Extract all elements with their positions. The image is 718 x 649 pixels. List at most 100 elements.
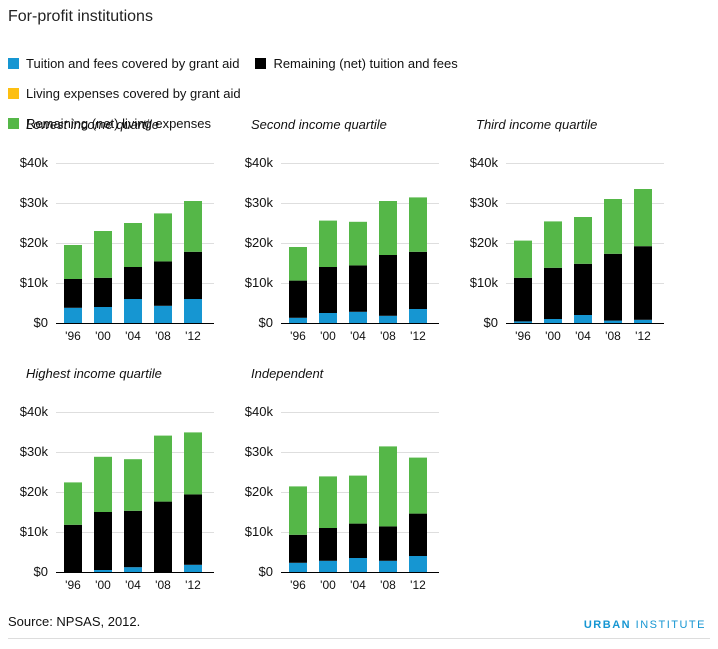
x-tick-label: '04: [125, 578, 141, 592]
bar-segment: [184, 564, 202, 572]
bar-segment: [289, 562, 307, 572]
bar-segment: [184, 201, 202, 252]
bar-segment: [379, 446, 397, 527]
x-tick-label: '00: [545, 329, 561, 343]
y-tick-label: $30k: [245, 195, 274, 210]
y-tick-label: $20k: [20, 235, 49, 250]
y-tick-label: $40k: [470, 155, 499, 170]
bar-segment: [409, 556, 427, 572]
bar-segment: [409, 457, 427, 514]
x-tick-label: '12: [410, 578, 426, 592]
bar-segment: [379, 526, 397, 561]
urban-institute-logo: URBAN INSTITUTE: [584, 619, 706, 631]
x-tick-label: '08: [155, 329, 171, 343]
bar-segment: [514, 321, 532, 323]
bar-segment: [184, 432, 202, 495]
bar-segment: [634, 319, 652, 323]
y-tick-label: $10k: [470, 275, 499, 290]
y-tick-label: $30k: [20, 444, 49, 459]
bar-segment: [94, 307, 112, 323]
bar-segment: [154, 435, 172, 502]
brand-part1: URBAN: [583, 619, 632, 631]
bar-segment: [94, 512, 112, 570]
bar-segment: [319, 220, 337, 267]
panel-title-highest: Highest income quartile: [26, 366, 162, 381]
bar-segment: [124, 459, 142, 511]
bar-segment: [514, 240, 532, 278]
bar-segment: [319, 476, 337, 528]
legend-item-tuition-grant: Tuition and fees covered by grant aid: [8, 48, 239, 78]
y-tick-label: $20k: [245, 235, 274, 250]
y-tick-label: $10k: [245, 524, 274, 539]
bar-segment: [124, 567, 142, 572]
x-tick-label: '96: [65, 578, 81, 592]
bar-segment: [574, 315, 592, 323]
bar-segment: [184, 299, 202, 323]
page-title: For-profit institutions: [8, 8, 153, 25]
y-tick-label: $10k: [245, 275, 274, 290]
bar-segment: [124, 267, 142, 299]
bar-segment: [319, 528, 337, 561]
x-tick-label: '12: [410, 329, 426, 343]
y-tick-label: $30k: [470, 195, 499, 210]
bar-segment: [154, 213, 172, 262]
y-tick-label: $30k: [20, 195, 49, 210]
bar-segment: [349, 523, 367, 558]
x-tick-label: '96: [290, 578, 306, 592]
bar-segment: [349, 558, 367, 572]
x-tick-label: '08: [380, 578, 396, 592]
bar-segment: [544, 319, 562, 323]
bar-segment: [154, 261, 172, 306]
legend-label: Remaining (net) tuition and fees: [273, 55, 458, 71]
legend-swatch: [8, 87, 19, 99]
bar-segment: [574, 263, 592, 315]
bar-segment: [289, 247, 307, 281]
bar-segment: [544, 267, 562, 319]
y-tick-label: $0: [484, 315, 498, 330]
x-tick-label: '00: [95, 329, 111, 343]
bar-segment: [319, 267, 337, 313]
bar-segment: [379, 315, 397, 323]
y-tick-label: $10k: [20, 275, 49, 290]
bar-segment: [94, 456, 112, 512]
bar-segment: [289, 534, 307, 563]
y-tick-label: $0: [34, 564, 48, 579]
bar-segment: [94, 277, 112, 307]
x-tick-label: '12: [185, 578, 201, 592]
legend-label: Living expenses covered by grant aid: [26, 85, 241, 101]
panel-title-third: Third income quartile: [476, 117, 598, 132]
bar-segment: [64, 279, 82, 308]
x-tick-label: '00: [320, 329, 336, 343]
bar-segment: [634, 246, 652, 320]
bar-segment: [94, 231, 112, 278]
bar-segment: [124, 510, 142, 568]
bar-segment: [409, 309, 427, 323]
y-tick-label: $20k: [470, 235, 499, 250]
bar-segment: [379, 201, 397, 255]
bar-segment: [64, 245, 82, 279]
x-tick-label: '04: [350, 578, 366, 592]
x-tick-label: '00: [95, 578, 111, 592]
y-tick-label: $40k: [245, 404, 274, 419]
bar-segment: [289, 486, 307, 535]
legend: Tuition and fees covered by grant aid Re…: [8, 48, 708, 138]
bar-segment: [64, 482, 82, 525]
bar-segment: [319, 560, 337, 572]
legend-item-net-tuition: Remaining (net) tuition and fees: [255, 48, 458, 78]
x-tick-label: '12: [185, 329, 201, 343]
y-tick-label: $40k: [20, 155, 49, 170]
x-tick-label: '04: [575, 329, 591, 343]
footer-divider: [8, 638, 710, 639]
legend-swatch: [255, 57, 267, 69]
bar-segment: [409, 197, 427, 252]
panel-title-lowest: Lowest income quartile: [26, 117, 159, 132]
x-tick-label: '96: [65, 329, 81, 343]
y-tick-label: $0: [259, 564, 273, 579]
legend-item-living-grant: Living expenses covered by grant aid: [8, 78, 241, 108]
y-tick-label: $20k: [20, 484, 49, 499]
bar-segment: [379, 560, 397, 572]
bar-segment: [184, 251, 202, 299]
bar-segment: [289, 280, 307, 318]
bar-segment: [64, 307, 82, 323]
